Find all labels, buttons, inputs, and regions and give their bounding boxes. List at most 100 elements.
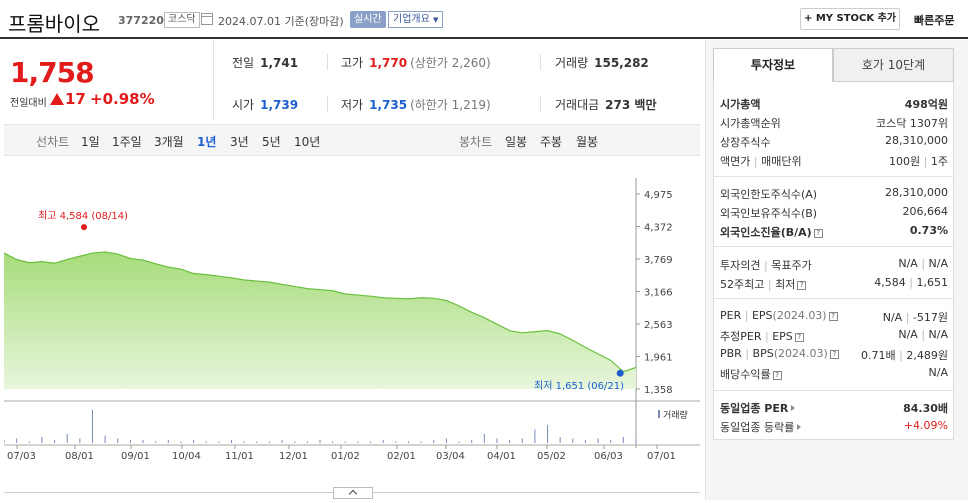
volume-legend-label: 거래량 (663, 409, 688, 421)
market-cap-value: 498억원 (904, 98, 948, 111)
shares-label: 상장주식수 (720, 136, 771, 149)
per-label: PER (720, 309, 742, 322)
help-icon[interactable]: ? (829, 350, 839, 359)
foreign-hold-row: 외국인보유주식수(B) 206,664 (720, 205, 948, 221)
help-icon[interactable]: ? (794, 333, 804, 342)
volume-legend-swatch (658, 410, 660, 418)
candle-monthly[interactable]: 월봉 (576, 135, 599, 149)
bps-label: BPS (752, 347, 774, 360)
stat-low-value: 1,735 (369, 98, 408, 112)
divider (540, 54, 541, 70)
w52-high-value: 4,584 (874, 276, 906, 289)
par-label: 액면가 (720, 155, 751, 168)
expand-chart-button[interactable] (333, 487, 373, 499)
corp-info-dropdown[interactable]: 기업개요 ▼ (388, 11, 444, 28)
help-icon[interactable]: ? (828, 312, 838, 321)
market-cap-row: 시가총액 498억원 (720, 96, 948, 112)
foreign-limit-value: 28,310,000 (885, 186, 948, 199)
change-percent: +0.98% (90, 90, 155, 108)
my-stock-add-button[interactable]: + MY STOCK 추가 (800, 8, 900, 30)
price-box (4, 40, 214, 120)
pbr-value: 0.71배 (861, 349, 896, 362)
x-tick-label: 12/01 (279, 451, 308, 462)
divider (327, 96, 328, 112)
w52-low-value: 1,651 (916, 276, 949, 289)
per-row: PER | EPS(2024.03)? N/A | -517원 (720, 309, 948, 324)
period-5y[interactable]: 5년 (262, 135, 281, 149)
dividend-row: 배당수익률? N/A (720, 366, 948, 382)
est-eps-label: EPS (772, 330, 793, 343)
lot-label: 매매단위 (761, 155, 802, 168)
sector-chg-row[interactable]: 동일업종 등락률 +4.09% (720, 419, 948, 435)
max-point (81, 224, 87, 231)
candle-daily[interactable]: 일봉 (505, 135, 528, 149)
candle-weekly[interactable]: 주봉 (540, 135, 563, 149)
period-1w[interactable]: 1주일 (112, 135, 142, 149)
stat-amount: 거래대금 273 백만 (555, 96, 656, 113)
help-icon[interactable]: ? (813, 229, 823, 238)
foreign-ratio-row: 외국인소진율(B/A)? 0.73% (720, 224, 948, 240)
foreign-limit-row: 외국인한도주식수(A) 28,310,000 (720, 186, 948, 202)
stat-prev: 전일 1,741 (232, 54, 298, 71)
period-10y[interactable]: 10년 (294, 135, 321, 149)
current-price: 1,758 (10, 56, 95, 89)
foreign-ratio-value: 0.73% (909, 224, 948, 237)
rank-label: 시가총액순위 (720, 117, 781, 130)
w52-low-label: 최저 (775, 278, 796, 291)
bps-value: 2,489원 (906, 349, 948, 362)
period-bar (4, 124, 700, 156)
x-tick-label: 07/03 (7, 451, 36, 462)
y-tick-label: 4,975 (644, 190, 673, 201)
w52-row: 52주최고 | 최저? 4,584 | 1,651 (720, 276, 949, 291)
shares-row: 상장주식수 28,310,000 (720, 134, 948, 150)
y-tick-label: 1,358 (644, 385, 673, 396)
x-tick-label: 02/01 (387, 451, 416, 462)
period-3m[interactable]: 3개월 (154, 135, 184, 149)
divider (713, 176, 954, 177)
line-chart-label: 선차트 (36, 135, 70, 149)
period-1d[interactable]: 1일 (81, 135, 100, 149)
eps-period: (2024.03) (772, 309, 827, 322)
tab-invest-info[interactable]: 투자정보 (713, 48, 833, 82)
x-tick-label: 10/04 (172, 451, 201, 462)
stat-amount-label: 거래대금 (555, 98, 600, 112)
tab-orderbook[interactable]: 호가 10단계 (833, 48, 954, 82)
sector-per-value: 84.30배 (903, 402, 948, 415)
stat-high-value: 1,770 (369, 56, 408, 70)
help-icon[interactable]: ? (772, 371, 782, 380)
min-point (616, 369, 624, 377)
divider (713, 246, 954, 247)
x-tick-label: 03/04 (436, 451, 465, 462)
quick-order-button[interactable]: 빠른주문 (914, 14, 955, 27)
stat-prev-label: 전일 (232, 56, 255, 70)
price-chart[interactable]: 4,975 4,372 3,769 3,166 2,563 1,961 1,358 최고 4,… (3, 158, 700, 500)
rank-value: 코스닥 1307위 (876, 117, 948, 130)
y-tick-label: 3,769 (644, 255, 673, 266)
x-tick-label: 11/01 (225, 451, 254, 462)
foreign-limit-label: 외국인한도주식수(A) (720, 188, 818, 201)
period-3y[interactable]: 3년 (230, 135, 249, 149)
help-icon[interactable]: ? (797, 281, 807, 290)
par-value: 100원 (889, 155, 921, 168)
stat-volume-value: 155,282 (594, 56, 649, 70)
rank-row: 시가총액순위 코스닥 1307위 (720, 115, 948, 131)
w52-label: 52주최고 (720, 278, 765, 291)
calendar-icon (201, 13, 213, 25)
stat-prev-value: 1,741 (260, 56, 299, 70)
price-area (4, 251, 636, 389)
sector-per-label: 동일업종 PER (720, 402, 789, 415)
sector-per-row[interactable]: 동일업종 PER 84.30배 (720, 400, 948, 416)
est-per-row: 추정PER | EPS? N/A | N/A (720, 328, 948, 343)
est-per-label: 추정PER (720, 330, 762, 343)
stat-low-label: 저가 (341, 98, 364, 112)
arrow-right-icon (797, 424, 802, 430)
realtime-button[interactable]: 실시간 (350, 11, 386, 28)
x-tick-label: 08/01 (65, 451, 94, 462)
divider (327, 54, 328, 70)
lower-limit: (하한가 1,219) (410, 98, 491, 112)
up-arrow-icon (50, 93, 64, 105)
foreign-ratio-label: 외국인소진율(B/A) (720, 226, 812, 239)
min-label: 최저 1,651 (06/21) (534, 380, 624, 392)
stat-amount-value: 273 백만 (605, 98, 657, 112)
period-1y[interactable]: 1년 (197, 135, 217, 149)
